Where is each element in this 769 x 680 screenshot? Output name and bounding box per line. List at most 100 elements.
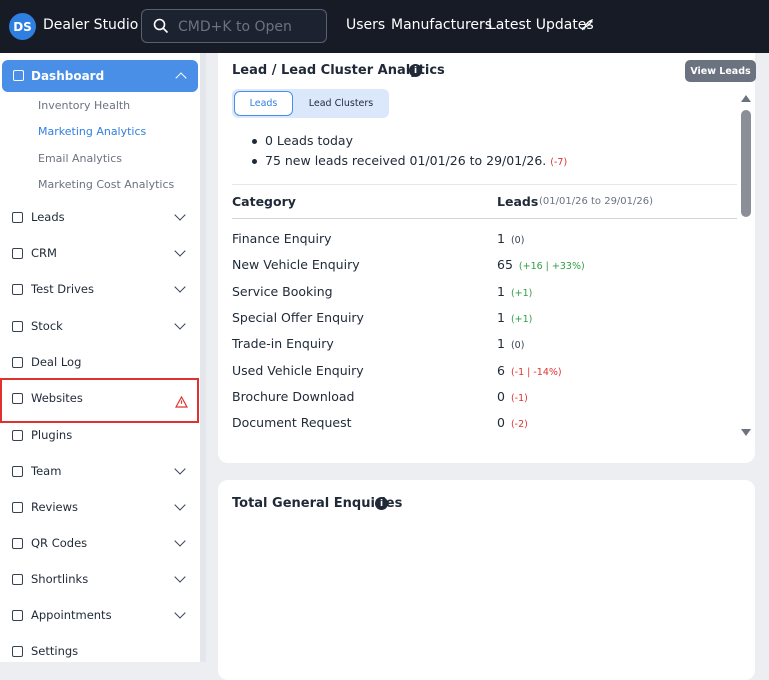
nav-label: Dashboard bbox=[31, 69, 105, 83]
lead-count: 1 (0) bbox=[497, 336, 524, 351]
rocket-icon bbox=[581, 19, 593, 31]
top-bar: DS Dealer Studio CMD+K to Open Users Man… bbox=[0, 0, 769, 53]
category: Document Request bbox=[232, 415, 352, 431]
count: 1 bbox=[497, 283, 505, 299]
lead-count: 65 (+16 | +33%) bbox=[497, 257, 585, 272]
scroll-down[interactable] bbox=[741, 429, 751, 437]
logo[interactable]: DS bbox=[9, 13, 36, 40]
nav-link[interactable]: Latest Updates bbox=[488, 17, 594, 33]
sub-nav-item[interactable]: Inventory Health bbox=[38, 99, 131, 112]
change: (-1) bbox=[510, 392, 528, 404]
nav-item[interactable]: Reviews bbox=[31, 500, 79, 514]
change: (+1) bbox=[510, 287, 533, 299]
nav-icon bbox=[12, 574, 23, 585]
nav-item[interactable]: Websites bbox=[31, 391, 83, 405]
scroll-thumb[interactable] bbox=[741, 110, 751, 217]
tab[interactable]: Leads bbox=[234, 91, 293, 116]
nav-item[interactable]: Test Drives bbox=[31, 282, 94, 296]
count: 1 bbox=[497, 336, 505, 352]
summary-change: (-7) bbox=[550, 157, 568, 168]
sub-nav-item[interactable]: Email Analytics bbox=[38, 152, 122, 165]
nav-icon bbox=[12, 610, 23, 621]
nav-icon bbox=[12, 321, 23, 332]
chevron bbox=[174, 463, 186, 475]
nav-icon bbox=[12, 538, 23, 549]
chevron bbox=[174, 535, 186, 547]
count: 65 bbox=[497, 257, 513, 273]
chevron bbox=[174, 318, 186, 330]
change: (0) bbox=[510, 235, 525, 246]
chevron bbox=[174, 499, 186, 511]
nav-icon bbox=[12, 430, 23, 441]
lead-count: 1 (0) bbox=[497, 231, 524, 246]
warning-icon bbox=[174, 393, 189, 408]
nav-icon bbox=[12, 284, 23, 295]
sub-nav-item[interactable]: Marketing Analytics bbox=[38, 125, 147, 138]
info-icon[interactable]: i bbox=[375, 497, 388, 510]
nav-icon bbox=[12, 646, 23, 657]
lead-panel bbox=[218, 53, 755, 463]
view-leads-button[interactable]: View Leads bbox=[685, 60, 756, 82]
info-icon[interactable]: i bbox=[409, 64, 422, 77]
change: (-1 | -14%) bbox=[510, 366, 562, 378]
summary-line: 0 Leads today bbox=[265, 133, 353, 148]
column-header: Category bbox=[232, 194, 296, 209]
search-box[interactable]: CMD+K to Open bbox=[141, 9, 327, 43]
divider bbox=[232, 184, 737, 185]
count: 0 bbox=[497, 388, 505, 404]
count: 0 bbox=[497, 415, 505, 431]
nav-item[interactable]: Deal Log bbox=[31, 355, 82, 369]
nav-item[interactable]: Stock bbox=[31, 319, 63, 333]
change: (0) bbox=[510, 340, 525, 352]
nav-icon bbox=[12, 393, 23, 404]
nav-item[interactable]: QR Codes bbox=[31, 536, 88, 550]
nav-item[interactable]: CRM bbox=[31, 246, 57, 260]
column-header: Leads bbox=[497, 194, 539, 209]
nav-link[interactable]: Users bbox=[346, 17, 386, 33]
sidebar: Dashboard Inventory Health Marketing Analy… bbox=[0, 53, 200, 662]
nav-item[interactable]: Leads bbox=[31, 210, 65, 224]
lead-count: 6 (-1 | -14%) bbox=[497, 363, 562, 378]
chevron bbox=[174, 281, 186, 293]
chevron bbox=[174, 209, 186, 221]
sub-nav-item[interactable]: Marketing Cost Analytics bbox=[38, 178, 175, 191]
nav-item-active[interactable]: Dashboard bbox=[2, 60, 198, 92]
bullet bbox=[252, 159, 257, 164]
nav-link[interactable]: Manufacturers bbox=[391, 17, 493, 33]
period: (01/01/26 to 29/01/26) bbox=[539, 196, 654, 207]
tab[interactable]: Lead Clusters bbox=[308, 98, 374, 109]
nav-icon bbox=[12, 212, 23, 223]
highlight-box bbox=[0, 378, 199, 423]
lead-count: 1 (+1) bbox=[497, 310, 532, 325]
change: (-2) bbox=[510, 419, 528, 431]
nav-item[interactable]: Plugins bbox=[31, 428, 73, 442]
scroll-up[interactable] bbox=[741, 94, 751, 102]
chevron bbox=[174, 245, 186, 257]
lead-count: 0 (-2) bbox=[497, 415, 528, 430]
category: Trade-in Enquiry bbox=[232, 336, 334, 352]
search-icon bbox=[153, 18, 169, 34]
change: (+16 | +33%) bbox=[518, 261, 585, 273]
nav-item[interactable]: Team bbox=[31, 464, 62, 478]
category: Service Booking bbox=[232, 283, 333, 299]
nav-item[interactable]: Shortlinks bbox=[31, 572, 89, 586]
nav-icon bbox=[12, 357, 23, 368]
nav-icon bbox=[12, 466, 23, 477]
count: 1 bbox=[497, 309, 505, 325]
enquiries-panel bbox=[218, 480, 755, 680]
brand[interactable]: Dealer Studio bbox=[43, 17, 139, 33]
category: Brochure Download bbox=[232, 388, 355, 404]
category: Used Vehicle Enquiry bbox=[232, 362, 364, 378]
lead-count: 0 (-1) bbox=[497, 389, 528, 404]
change: (+1) bbox=[510, 313, 533, 325]
category: Finance Enquiry bbox=[232, 231, 332, 246]
nav-item[interactable]: Appointments bbox=[31, 608, 112, 622]
nav-item[interactable]: Settings bbox=[31, 644, 79, 658]
divider bbox=[232, 218, 737, 219]
summary-text: 75 new leads received 01/01/26 to 29/01/… bbox=[265, 153, 547, 168]
nav-icon bbox=[12, 248, 23, 259]
scrollbar[interactable] bbox=[741, 92, 751, 442]
panel-title: Total General Enquiries bbox=[232, 496, 403, 511]
bullet bbox=[252, 139, 257, 144]
